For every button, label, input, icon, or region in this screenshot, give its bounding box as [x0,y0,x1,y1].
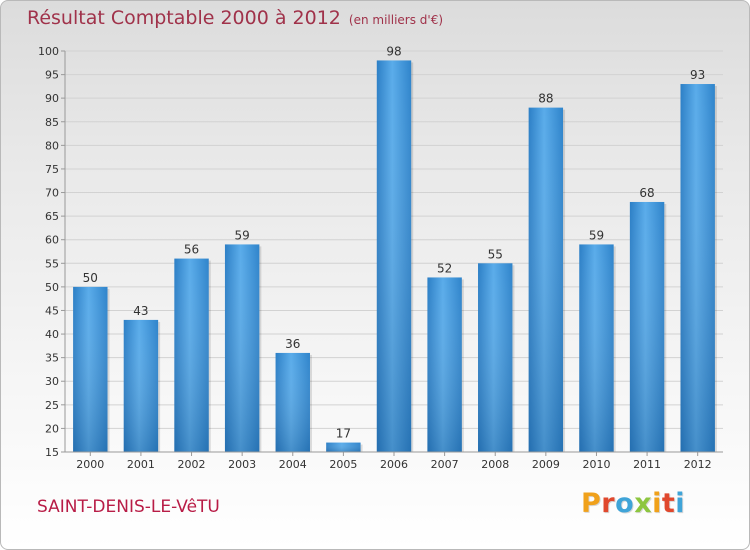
value-label: 59 [235,228,250,242]
y-tick-label: 60 [45,234,59,247]
value-labels: 50 43 56 59 36 17 98 52 55 88 59 68 93 [83,44,706,440]
y-tick-label: 75 [45,163,59,176]
y-tick-label: 85 [45,116,59,129]
brand-letter: i [675,488,686,519]
bar-shade [680,84,715,452]
bar-shade [224,244,260,452]
x-tick-label: 2012 [684,458,712,471]
value-label: 68 [639,186,654,200]
bar-shade [275,352,310,452]
y-tick-label: 40 [45,328,59,341]
chart-subtitle: (en milliers d'€) [348,13,444,27]
proxiti-logo: Proxiti [581,488,685,519]
bar-shade [528,107,564,453]
x-tick-label: 2008 [481,458,509,471]
y-tick-label: 45 [45,304,59,317]
x-tick-label: 2011 [633,458,661,471]
x-axis-ticks: 2000 2001 2002 2003 2004 2005 2006 2007 2008 2009… [76,452,712,471]
y-tick-label: 50 [45,281,59,294]
value-label: 55 [488,247,503,261]
brand-letter: P [581,488,602,519]
value-label: 98 [386,44,401,58]
bar-shade [579,244,614,452]
value-label: 17 [336,427,351,441]
value-label: 59 [589,228,604,242]
y-tick-label: 90 [45,92,59,105]
chart-title-text: Résultat Comptable 2000 à 2012 [27,7,341,29]
y-tick-label: 25 [45,399,59,412]
brand-letter: t [661,488,676,519]
y-tick-label: 80 [45,139,59,152]
x-tick-label: 2005 [329,458,357,471]
bar-shade [73,286,108,452]
x-tick-label: 2009 [532,458,560,471]
value-label: 93 [690,68,705,82]
x-tick-label: 2004 [279,458,307,471]
commune-name: SAINT-DENIS-LE-VêTU [37,497,220,517]
brand-letter: r [601,488,616,519]
x-tick-label: 2006 [380,458,408,471]
bar-shade [326,442,361,452]
y-tick-label: 95 [45,69,59,82]
brand-letter: i [652,488,662,519]
bar-shade [629,201,665,452]
value-label: 43 [133,304,148,318]
y-tick-label: 100 [38,45,59,58]
bar-shade [174,258,209,452]
bar-shade [376,60,412,452]
value-label: 56 [184,243,199,257]
bar-shade [478,263,513,452]
brand-letter: x [634,488,653,519]
y-tick-label: 15 [45,446,59,459]
x-tick-label: 2002 [178,458,206,471]
y-tick-label: 30 [45,375,59,388]
x-tick-label: 2007 [431,458,459,471]
value-label: 50 [83,271,98,285]
y-tick-label: 70 [45,187,59,200]
y-tick-label: 65 [45,210,59,223]
y-tick-label: 35 [45,352,59,365]
x-tick-label: 2000 [76,458,104,471]
value-label: 52 [437,261,452,275]
value-label: 36 [285,337,300,351]
chart-title: Résultat Comptable 2000 à 2012 (en millie… [27,7,443,29]
x-tick-label: 2010 [582,458,610,471]
bar-shade [427,277,462,452]
bar-shade [123,319,159,452]
y-tick-label: 55 [45,257,59,270]
bars [73,60,717,453]
y-axis-ticks: 15 20 25 30 35 40 45 50 55 60 65 70 75 80 85 90 95 100 [38,45,65,459]
x-tick-label: 2003 [228,458,256,471]
brand-letter: o [615,488,635,519]
x-tick-label: 2001 [127,458,155,471]
y-tick-label: 20 [45,422,59,435]
value-label: 88 [538,92,553,106]
